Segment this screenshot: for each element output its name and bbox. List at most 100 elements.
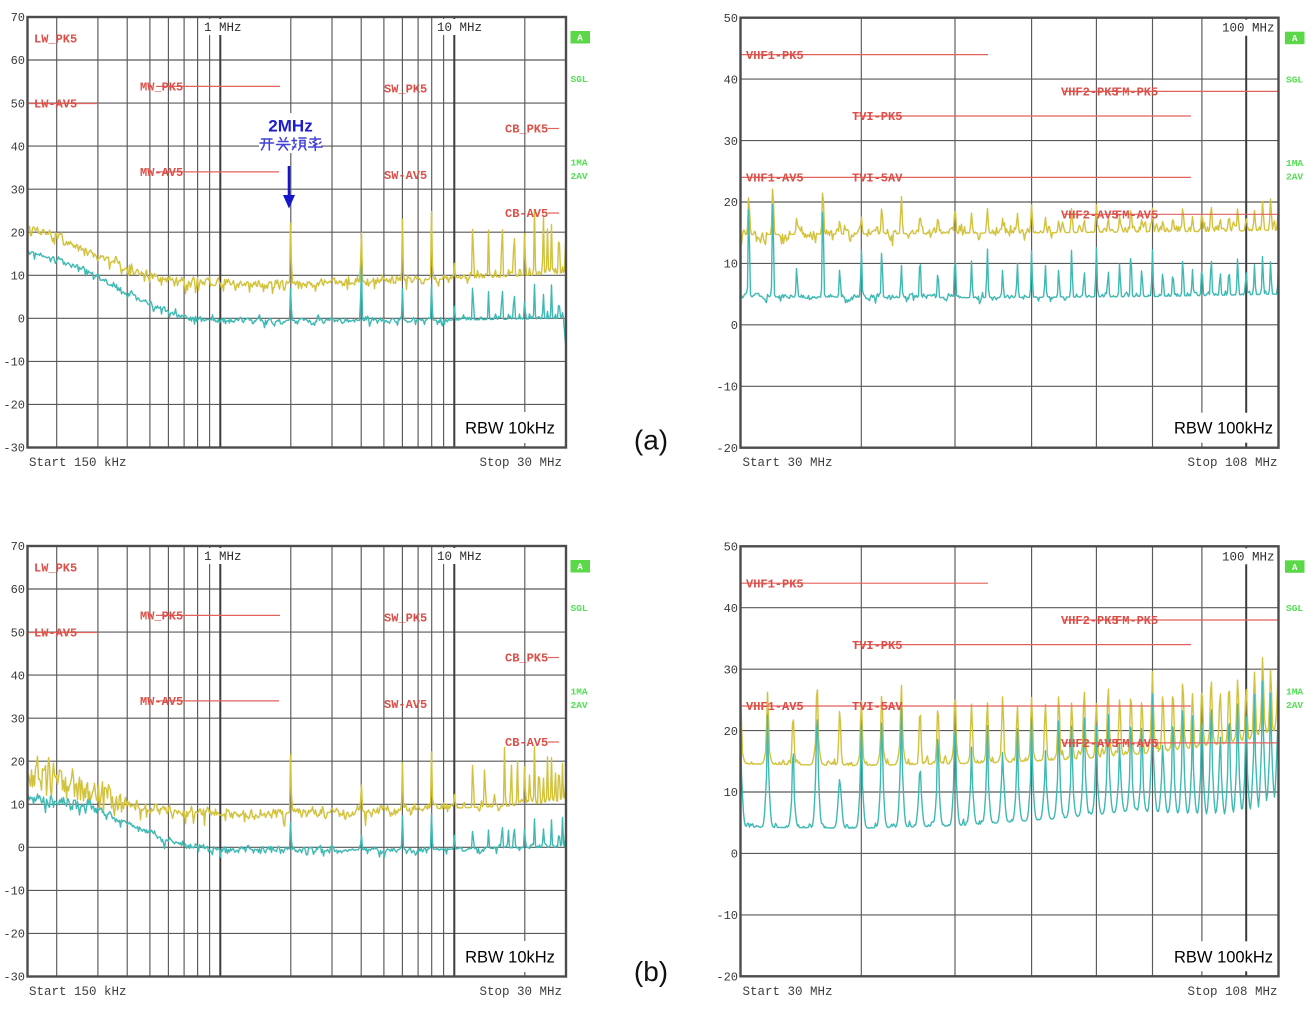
svg-text:LW_PK5: LW_PK5 bbox=[34, 562, 77, 576]
svg-text:-20: -20 bbox=[3, 399, 25, 413]
svg-text:100 MHz: 100 MHz bbox=[1222, 550, 1275, 564]
svg-text:10: 10 bbox=[724, 786, 738, 800]
svg-text:20: 20 bbox=[11, 755, 25, 769]
svg-text:30: 30 bbox=[724, 135, 738, 149]
svg-text:2MHz: 2MHz bbox=[268, 117, 312, 136]
svg-text:50: 50 bbox=[11, 97, 25, 111]
svg-text:-10: -10 bbox=[3, 356, 25, 370]
svg-text:A: A bbox=[577, 563, 583, 573]
svg-text:SW_PK5: SW_PK5 bbox=[384, 612, 427, 626]
svg-text:A: A bbox=[1292, 563, 1298, 573]
svg-text:Stop 30 MHz: Stop 30 MHz bbox=[479, 985, 562, 999]
svg-text:LW-AV5: LW-AV5 bbox=[34, 98, 77, 112]
svg-text:MW-AV5: MW-AV5 bbox=[140, 166, 183, 180]
svg-text:20: 20 bbox=[724, 196, 738, 210]
svg-text:2AV: 2AV bbox=[1286, 172, 1303, 183]
svg-text:VHF1-AV5: VHF1-AV5 bbox=[746, 700, 804, 714]
svg-text:VHF2-AV5: VHF2-AV5 bbox=[1061, 737, 1119, 751]
svg-text:Start 150 kHz: Start 150 kHz bbox=[29, 456, 127, 470]
svg-text:0: 0 bbox=[731, 848, 738, 862]
svg-text:20: 20 bbox=[11, 226, 25, 240]
svg-text:60: 60 bbox=[11, 54, 25, 68]
svg-text:CB-AV5: CB-AV5 bbox=[505, 736, 548, 750]
svg-text:40: 40 bbox=[724, 73, 738, 87]
svg-text:RBW 10kHz: RBW 10kHz bbox=[465, 419, 555, 437]
svg-text:SW-AV5: SW-AV5 bbox=[384, 169, 427, 183]
svg-text:30: 30 bbox=[11, 183, 25, 197]
svg-text:1 MHz: 1 MHz bbox=[204, 21, 242, 35]
svg-text:CB_PK5: CB_PK5 bbox=[505, 652, 548, 666]
svg-text:SW_PK5: SW_PK5 bbox=[384, 83, 427, 97]
svg-text:-10: -10 bbox=[716, 909, 738, 923]
svg-text:FM-PK5: FM-PK5 bbox=[1115, 614, 1158, 628]
svg-text:RBW 100kHz: RBW 100kHz bbox=[1174, 420, 1273, 438]
svg-text:30: 30 bbox=[11, 712, 25, 726]
svg-text:1MA: 1MA bbox=[1286, 687, 1303, 698]
svg-text:Stop 108 MHz: Stop 108 MHz bbox=[1187, 985, 1277, 999]
svg-text:TVI-5AV: TVI-5AV bbox=[852, 700, 903, 714]
svg-text:10 MHz: 10 MHz bbox=[437, 21, 482, 35]
svg-text:2AV: 2AV bbox=[1286, 700, 1303, 711]
svg-text:2AV: 2AV bbox=[571, 700, 588, 711]
svg-text:RBW 10kHz: RBW 10kHz bbox=[465, 948, 555, 966]
svg-text:70: 70 bbox=[11, 540, 25, 554]
svg-text:-10: -10 bbox=[3, 885, 25, 899]
svg-text:-30: -30 bbox=[3, 442, 25, 456]
svg-text:10 MHz: 10 MHz bbox=[437, 550, 482, 564]
svg-text:1MA: 1MA bbox=[571, 686, 588, 697]
svg-text:40: 40 bbox=[11, 669, 25, 683]
svg-text:VHF2-PK5: VHF2-PK5 bbox=[1061, 86, 1119, 100]
svg-text:VHF1-AV5: VHF1-AV5 bbox=[746, 172, 804, 186]
svg-text:VHF2-PK5: VHF2-PK5 bbox=[1061, 614, 1119, 628]
svg-text:A: A bbox=[1292, 34, 1298, 44]
svg-text:VHF2-AV5: VHF2-AV5 bbox=[1061, 209, 1119, 223]
svg-text:SW-AV5: SW-AV5 bbox=[384, 698, 427, 712]
svg-text:-20: -20 bbox=[716, 971, 738, 985]
svg-text:30: 30 bbox=[724, 663, 738, 677]
svg-text:MW-AV5: MW-AV5 bbox=[140, 695, 183, 709]
svg-text:FM-AV5: FM-AV5 bbox=[1115, 209, 1158, 223]
svg-text:20: 20 bbox=[724, 725, 738, 739]
svg-text:Stop 30 MHz: Stop 30 MHz bbox=[479, 456, 562, 470]
svg-text:LW-AV5: LW-AV5 bbox=[34, 627, 77, 641]
svg-text:RBW 100kHz: RBW 100kHz bbox=[1174, 948, 1273, 966]
svg-text:Stop 108 MHz: Stop 108 MHz bbox=[1187, 456, 1277, 470]
svg-text:LW_PK5: LW_PK5 bbox=[34, 33, 77, 47]
svg-text:SGL: SGL bbox=[1286, 603, 1303, 614]
svg-text:Start 150 kHz: Start 150 kHz bbox=[29, 985, 127, 999]
svg-text:TVI-5AV: TVI-5AV bbox=[852, 172, 903, 186]
svg-text:10: 10 bbox=[724, 258, 738, 272]
svg-text:SGL: SGL bbox=[1286, 75, 1303, 86]
svg-text:SGL: SGL bbox=[571, 603, 588, 614]
svg-text:(b): (b) bbox=[634, 956, 668, 987]
svg-text:0: 0 bbox=[18, 313, 25, 327]
svg-text:60: 60 bbox=[11, 583, 25, 597]
svg-text:1MA: 1MA bbox=[1286, 158, 1303, 169]
svg-text:10: 10 bbox=[11, 799, 25, 813]
svg-text:CB_PK5: CB_PK5 bbox=[505, 123, 548, 137]
svg-text:Start 30 MHz: Start 30 MHz bbox=[743, 985, 833, 999]
svg-text:SGL: SGL bbox=[571, 74, 588, 85]
svg-text:-10: -10 bbox=[716, 381, 738, 395]
svg-text:A: A bbox=[577, 34, 583, 44]
svg-text:100 MHz: 100 MHz bbox=[1222, 22, 1275, 36]
svg-text:40: 40 bbox=[724, 602, 738, 616]
svg-text:50: 50 bbox=[724, 541, 738, 555]
svg-text:TVI-PK5: TVI-PK5 bbox=[852, 639, 902, 653]
svg-text:FM-AV5: FM-AV5 bbox=[1115, 737, 1158, 751]
svg-text:(a): (a) bbox=[634, 425, 668, 456]
svg-text:50: 50 bbox=[11, 626, 25, 640]
svg-text:50: 50 bbox=[724, 12, 738, 26]
svg-text:-20: -20 bbox=[3, 928, 25, 942]
svg-text:FM-PK5: FM-PK5 bbox=[1115, 86, 1158, 100]
svg-text:MW_PK5: MW_PK5 bbox=[140, 610, 183, 624]
svg-text:-30: -30 bbox=[3, 971, 25, 985]
svg-text:40: 40 bbox=[11, 140, 25, 154]
svg-text:0: 0 bbox=[731, 319, 738, 333]
svg-text:10: 10 bbox=[11, 270, 25, 284]
svg-text:1 MHz: 1 MHz bbox=[204, 550, 242, 564]
svg-text:CB-AV5: CB-AV5 bbox=[505, 207, 548, 221]
svg-text:Start 30 MHz: Start 30 MHz bbox=[743, 456, 833, 470]
svg-text:0: 0 bbox=[18, 842, 25, 856]
svg-text:VHF1-PK5: VHF1-PK5 bbox=[746, 49, 804, 63]
